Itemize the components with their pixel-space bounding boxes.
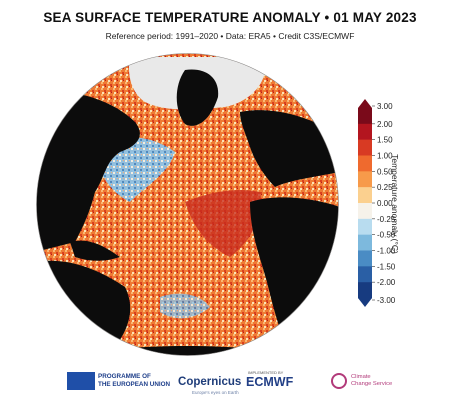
c3s-text-line-2: Change Service <box>351 381 393 387</box>
copernicus-c-icon: C <box>178 376 187 388</box>
colorbar-segment <box>358 187 372 204</box>
globe-map <box>36 53 339 356</box>
c3s-logo-text: Climate Change Service <box>351 374 392 388</box>
eu-text-line-2: THE EUROPEAN UNION <box>98 381 171 388</box>
c3s-text-line-1: Climate <box>351 374 371 380</box>
ecmwf-implemented-by: IMPLEMENTED BY <box>248 370 284 375</box>
europe-land <box>240 110 339 187</box>
colorbar-tick-label: 3.00 <box>377 102 393 111</box>
colorbar-segment <box>358 218 372 235</box>
colorbar-segment <box>358 171 372 188</box>
colorbar-segment <box>358 203 372 220</box>
colorbar-segment <box>358 250 372 267</box>
copernicus-logo: Copernicus Europe's eyes on Earth <box>178 372 241 395</box>
colorbar-label: Temperature anomaly (°C) <box>390 154 400 254</box>
colorbar-tick-label: 0.50 <box>377 167 393 176</box>
colorbar-segment <box>358 123 372 140</box>
colorbar-tick-label: -1.50 <box>377 262 396 271</box>
logo-strip: PROGRAMME OF THE EUROPEAN UNION Copernic… <box>0 365 460 395</box>
colorbar-extend-min <box>358 298 372 307</box>
eu-text-line-1: PROGRAMME OF <box>98 373 151 380</box>
colorbar-tick-label: -1.00 <box>377 247 396 256</box>
c3s-logo-icon <box>331 373 347 389</box>
copernicus-wordmark: opernicus <box>186 376 242 388</box>
cool-anomaly-south-atlantic <box>160 293 210 319</box>
colorbar-tick-label: -0.50 <box>377 231 396 240</box>
copernicus-tagline: Europe's eyes on Earth <box>192 390 239 395</box>
eu-flag-icon <box>67 372 95 390</box>
colorbar-segment <box>358 266 372 283</box>
north-america-land <box>36 91 140 252</box>
colorbar-segment <box>358 139 372 156</box>
colorbar-tick-label: 1.00 <box>377 152 393 161</box>
colorbar-tick-label: -2.00 <box>377 278 396 287</box>
colorbar-segment <box>358 155 372 172</box>
colorbar-segment <box>358 282 372 299</box>
warm-anomaly-band <box>185 190 261 257</box>
colorbar-tick-label: -3.00 <box>377 296 396 305</box>
colorbar-segment <box>358 108 372 125</box>
map-subtitle: Reference period: 1991–2020 • Data: ERA5… <box>105 31 355 41</box>
colorbar-tick-label: 0.00 <box>377 199 393 208</box>
colorbar-tick-label: 2.00 <box>377 120 393 129</box>
colorbar-segment <box>358 234 372 251</box>
colorbar: 3.00 2.00 1.50 1.00 0.50 0.25 0.00 -0.25 -0.50 -1… <box>358 99 396 307</box>
colorbar-tick-label: 1.50 <box>377 136 393 145</box>
central-america-land <box>70 240 120 261</box>
ecmwf-logo: ECMWF <box>246 375 294 389</box>
map-title: SEA SURFACE TEMPERATURE ANOMALY • 01 MAY… <box>43 10 417 25</box>
colorbar-tick-label: -0.25 <box>377 215 396 224</box>
colorbar-extend-max <box>358 99 372 108</box>
greenland-land <box>176 69 219 126</box>
eu-programme-text: PROGRAMME OF THE EUROPEAN UNION <box>98 373 170 389</box>
colorbar-tick-label: 0.25 <box>377 183 393 192</box>
